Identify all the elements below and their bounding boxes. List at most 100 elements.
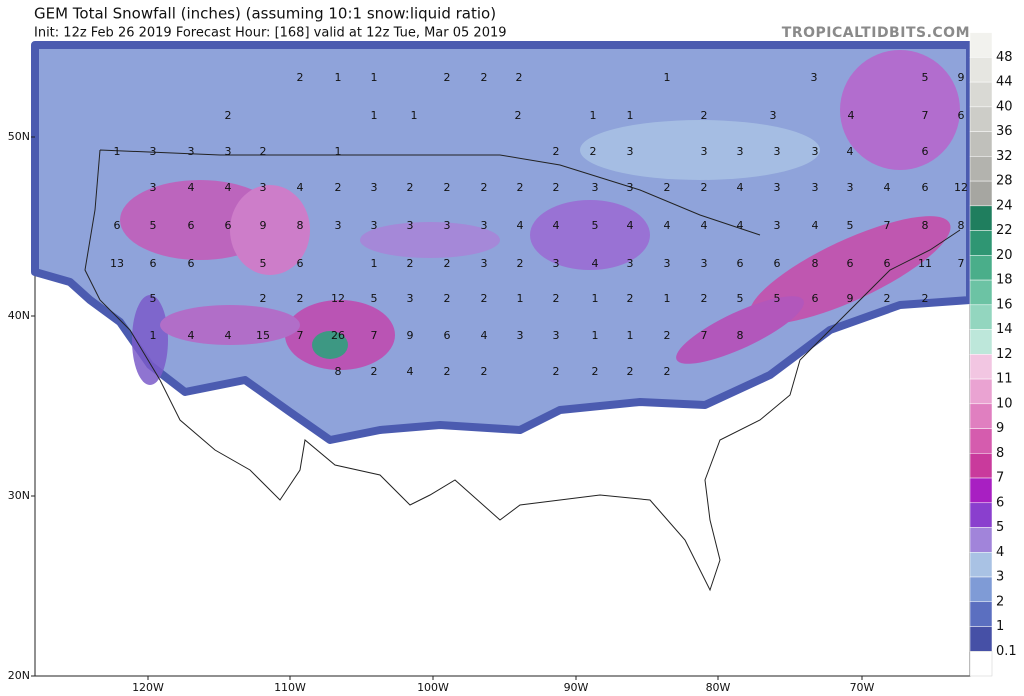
colorbar-swatch: [969, 601, 993, 627]
snow-label: 1: [114, 145, 121, 158]
snow-label: 8: [737, 329, 744, 342]
colorbar-label: 12: [996, 347, 1013, 362]
snow-label: 2: [553, 365, 560, 378]
snow-label: 3: [150, 145, 157, 158]
snow-label: 3: [627, 145, 634, 158]
snow-label: 2: [407, 257, 414, 270]
snow-label: 3: [444, 219, 451, 232]
snow-label: 4: [517, 219, 524, 232]
snow-label: 2: [444, 292, 451, 305]
snow-label: 2: [481, 71, 488, 84]
snow-label: 3: [407, 292, 414, 305]
lat-label: 30N: [8, 489, 30, 502]
snow-label: 2: [884, 292, 891, 305]
snow-label: 2: [553, 145, 560, 158]
snow-label: 4: [737, 219, 744, 232]
snow-label: 3: [553, 329, 560, 342]
lon-label: 70W: [850, 681, 875, 694]
colorbar-swatch: [969, 453, 993, 479]
snow-label: 2: [297, 292, 304, 305]
snow-label: 6: [774, 257, 781, 270]
snow-label: 4: [225, 329, 232, 342]
lon-label: 80W: [706, 681, 731, 694]
snow-label: 3: [627, 181, 634, 194]
snow-label: 5: [737, 292, 744, 305]
snow-label: 4: [592, 257, 599, 270]
snow-label: 3: [774, 219, 781, 232]
snow-label: 5: [150, 292, 157, 305]
colorbar-swatch: [969, 651, 993, 677]
colorbar-swatch: [969, 106, 993, 132]
snow-label: 2: [517, 257, 524, 270]
watermark: TROPICALTIDBITS.COM: [782, 25, 970, 41]
lat-label: 40N: [8, 309, 30, 322]
snow-label: 2: [407, 181, 414, 194]
snow-label: 15: [256, 329, 270, 342]
lon-label: 110W: [274, 681, 306, 694]
snow-label: 3: [371, 181, 378, 194]
colorbar-label: 22: [996, 223, 1013, 238]
lat-label: 20N: [8, 669, 30, 682]
snow-label: 2: [444, 71, 451, 84]
coastline: [84, 149, 961, 592]
snow-label: 2: [515, 109, 522, 122]
snow-label: 2: [444, 181, 451, 194]
colorbar-swatch: [969, 576, 993, 603]
snow-label: 3: [371, 219, 378, 232]
snow-label: 4: [737, 181, 744, 194]
snow-label: 5: [922, 71, 929, 84]
snow-label: 4: [407, 365, 414, 378]
snow-label: 2: [481, 181, 488, 194]
colorbar-label: 4: [996, 545, 1004, 560]
snow-label: 8: [958, 219, 965, 232]
snow-label: 7: [297, 329, 304, 342]
snow-label: 3: [592, 181, 599, 194]
snow-label: 2: [260, 145, 267, 158]
snow-label: 1: [627, 329, 634, 342]
snow-label: 2: [553, 181, 560, 194]
snow-label: 6: [188, 257, 195, 270]
snow-label: 5: [774, 292, 781, 305]
snow-label: 6: [150, 257, 157, 270]
snow-label: 1: [335, 71, 342, 84]
snow-label: 2: [627, 365, 634, 378]
snow-label: 1: [371, 109, 378, 122]
snow-label: 3: [225, 145, 232, 158]
snow-label: 9: [958, 71, 965, 84]
snow-label: 4: [297, 181, 304, 194]
snow-label: 2: [701, 109, 708, 122]
snow-label: 4: [553, 219, 560, 232]
snow-label: 3: [481, 219, 488, 232]
snow-label: 2: [225, 109, 232, 122]
snow-label: 9: [847, 292, 854, 305]
snow-label: 3: [847, 181, 854, 194]
snow-label: 3: [811, 71, 818, 84]
snow-label: 4: [812, 219, 819, 232]
colorbar-label: 40: [996, 99, 1013, 114]
colorbar-label: 18: [996, 273, 1013, 288]
colorbar-swatch: [969, 131, 993, 157]
snow-label: 1: [664, 292, 671, 305]
colorbar-swatch: [969, 57, 993, 83]
snow-label: 2: [664, 181, 671, 194]
snow-label: 4: [627, 219, 634, 232]
snow-label: 3: [812, 181, 819, 194]
snow-label: 2: [664, 365, 671, 378]
snow-label: 6: [737, 257, 744, 270]
snow-label: 4: [884, 181, 891, 194]
snow-label: 26: [331, 329, 345, 342]
snow-label: 5: [150, 219, 157, 232]
snow-label: 1: [592, 292, 599, 305]
colorbar-swatch: [969, 428, 993, 454]
snow-label: 4: [188, 181, 195, 194]
snow-label: 12: [331, 292, 345, 305]
colorbar-swatch: [969, 304, 993, 330]
snow-label: 7: [701, 329, 708, 342]
snow-label: 4: [701, 219, 708, 232]
snow-label: 4: [847, 145, 854, 158]
colorbar-label: 44: [996, 75, 1013, 90]
snow-label: 1: [590, 109, 597, 122]
colorbar-label: 9: [996, 421, 1004, 436]
snow-label: 2: [335, 181, 342, 194]
snow-label: 4: [225, 181, 232, 194]
